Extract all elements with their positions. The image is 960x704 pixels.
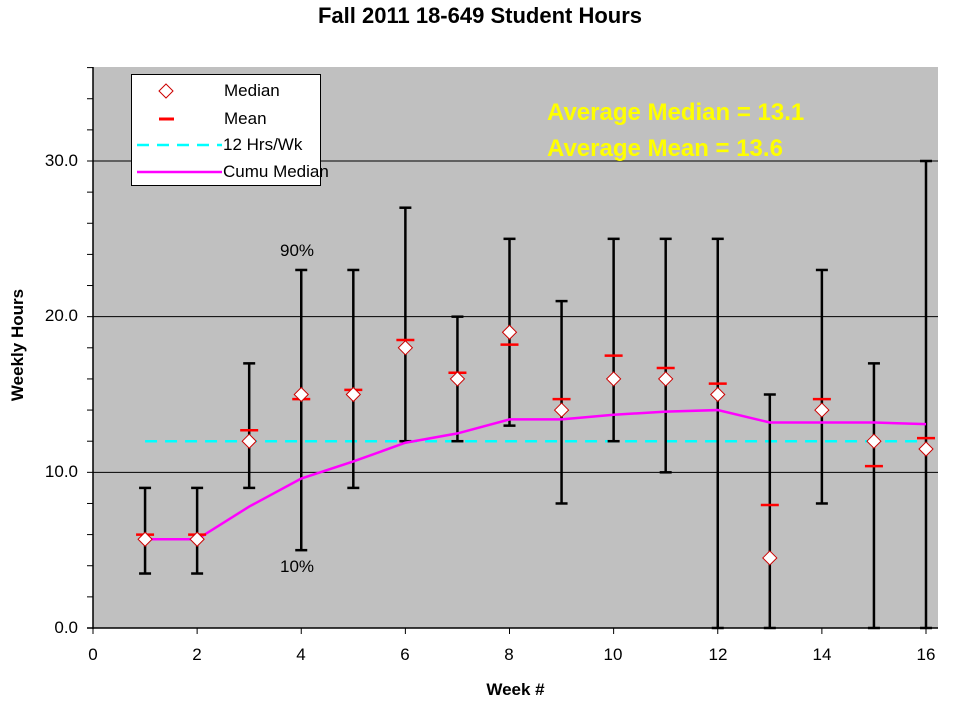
median-marker [189,531,205,547]
y-axis-label: Weekly Hours [8,288,27,402]
y-tick-label: 0.0 [54,618,78,637]
legend-label: Mean [224,109,267,128]
legend-label: 12 Hrs/Wk [223,135,303,154]
x-tick-label: 2 [192,645,202,664]
x-tick-label: 16 [916,645,936,664]
median-marker [449,371,466,387]
x-tick-label: 8 [504,645,514,664]
percentile-10-annotation: 10% [280,557,315,576]
x-tick-label: 4 [296,645,306,664]
average-mean-annotation: Average Mean = 13.6 [547,135,783,162]
median-marker [241,433,257,449]
median-marker [918,441,934,457]
median-marker [710,386,726,403]
y-tick-label: 20.0 [44,306,78,325]
x-tick-label: 14 [812,645,832,664]
median-marker [345,386,362,403]
average-median-annotation: Average Median = 13.1 [547,99,805,126]
x-tick-label: 6 [400,645,410,664]
percentile-90-annotation: 90% [280,241,315,260]
median-marker [657,371,674,387]
median-marker [605,371,622,387]
legend-item-target: 12 Hrs/Wk [132,132,320,158]
median-marker [553,402,570,418]
solid-line-icon [137,170,222,174]
median-marker [293,386,309,403]
dash-marker-icon [159,117,174,121]
x-tick-label: 12 [708,645,728,664]
cumu-median-line [145,408,927,541]
y-tick-label: 10.0 [44,462,78,481]
median-marker [762,550,778,566]
dashed-line-icon [137,143,222,147]
median-marker [397,340,414,356]
legend-item-mean: Mean [132,106,320,132]
legend-item-cumu-median: Cumu Median [132,159,329,185]
median-marker [814,402,830,418]
x-tick-label: 10 [603,645,623,664]
x-tick-label: 0 [88,645,98,664]
median-marker [137,531,153,547]
median-marker [501,324,518,340]
median-marker [866,433,882,449]
y-tick-label: 30.0 [44,151,78,170]
legend-item-median: Median [132,78,320,104]
chart-legend: Median Mean 12 Hrs/Wk Cumu Median [131,74,329,186]
legend-label: Median [224,81,280,100]
x-axis-label: Week # [486,680,545,699]
diamond-marker-icon [158,83,174,99]
legend-label: Cumu Median [223,162,329,181]
chart-title: Fall 2011 18-649 Student Hours [317,3,643,28]
